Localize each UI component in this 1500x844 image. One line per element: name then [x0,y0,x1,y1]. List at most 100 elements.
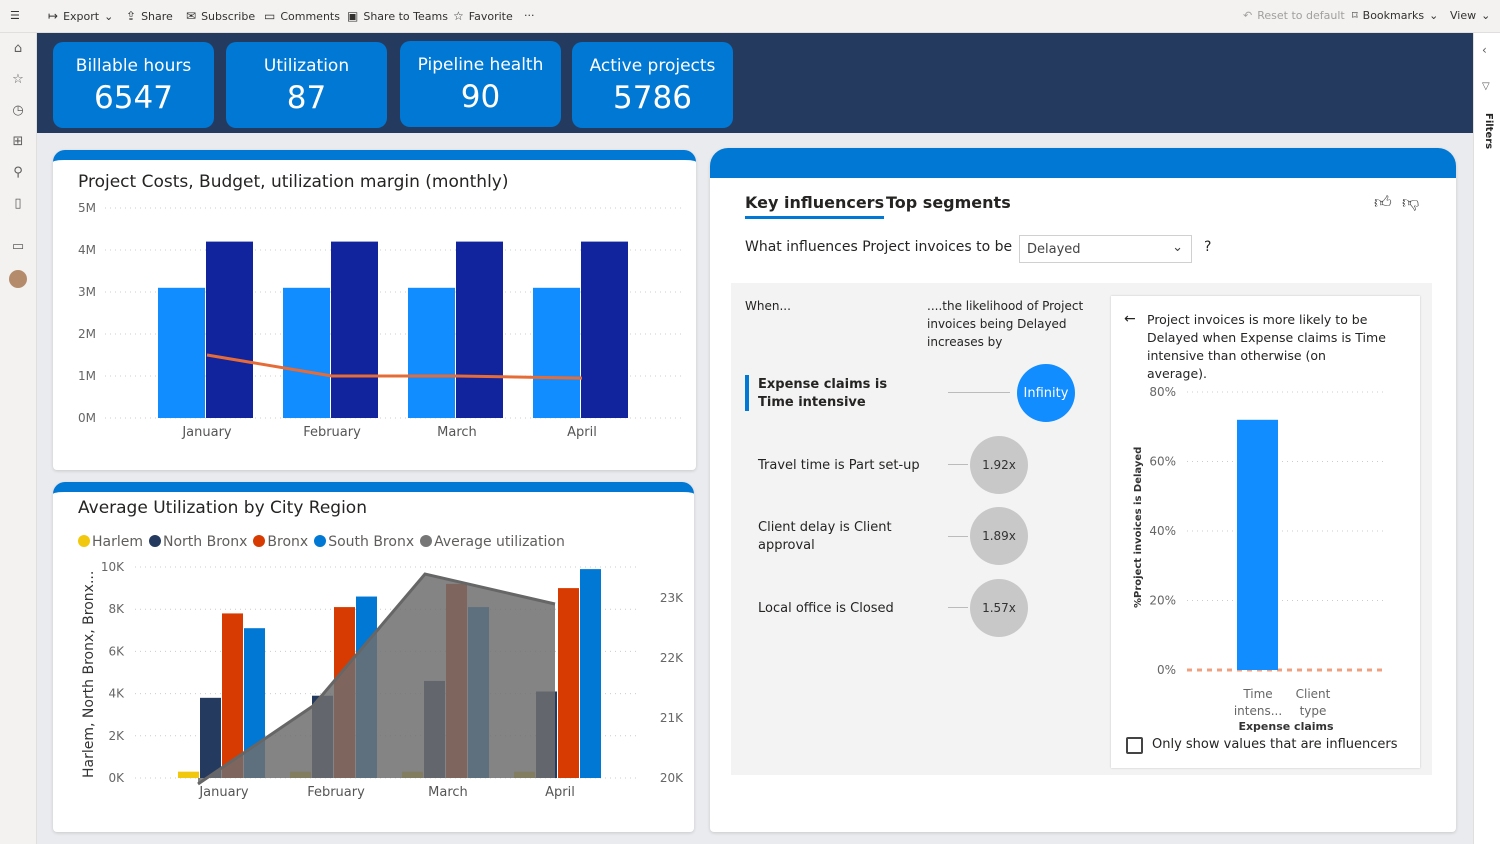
detail-description: Project invoices is more likely to be De… [1147,312,1386,381]
avatar[interactable] [9,270,27,288]
bar-cost [456,241,503,418]
menu-icon[interactable]: ☰ [10,9,20,22]
arrow-connector [948,536,968,537]
mail-icon: ✉ [186,9,197,23]
influencer-row-label[interactable]: Local office is Closed [758,601,894,616]
bookmarks-button[interactable]: ⌑ Bookmarks ⌄ [1352,9,1438,22]
kpi-title: Billable hours [75,56,192,76]
learn-icon[interactable]: ▯ [14,196,22,211]
bar-budget [158,287,205,418]
legend-label: South Bronx [328,534,415,550]
arrow-connector [948,464,968,465]
y2-tick-label: 20K [660,771,684,785]
clock-icon[interactable]: ◷ [12,103,24,118]
kpi-value: 6547 [94,80,173,116]
x-tick-label: type [1300,704,1327,718]
legend-item[interactable]: Average utilization [420,534,565,550]
reset-button[interactable]: ↶ Reset to default [1243,9,1345,22]
shared-icon[interactable]: ⚲ [13,165,23,180]
home-icon[interactable]: ⌂ [13,41,23,56]
bar-cost [581,241,628,418]
thumbs-down-icon[interactable]: 👎︎ [1402,193,1420,213]
influencers-only-checkbox[interactable] [1126,737,1143,754]
influencer-value-bubble[interactable]: 1.57x [970,579,1028,637]
x-tick-label: January [181,425,232,440]
average-utilization-line [197,572,556,786]
y-tick-label: 40% [1149,524,1176,538]
kpi-value: 90 [460,79,501,115]
legend-marker [149,535,162,547]
filters-pane[interactable]: ‹ ▽ Filters [1473,33,1500,844]
bookmark-icon: ⌑ [1352,9,1358,22]
chevron-down-icon: ⌄ [1481,9,1491,22]
influencer-row-label[interactable]: Expense claims is Time intensive [758,377,888,410]
influencer-value-bubble[interactable]: 1.89x [970,507,1028,565]
influencer-row-label[interactable]: Client delay is Client approval [758,520,892,553]
y-axis-label: Harlem, North Bronx, Bronx... [81,571,97,778]
checkbox-label: Only show values that are influencers [1152,737,1398,752]
apps-icon[interactable]: ⊞ [12,134,24,149]
view-button[interactable]: View ⌄ [1450,9,1490,22]
x-tick-label: Time [1242,687,1272,701]
workspaces-icon[interactable]: ▭ [11,239,25,254]
teams-icon: ▣ [347,9,359,23]
subscribe-button[interactable]: ✉ Subscribe [186,9,255,23]
y-tick-label: 8K [108,602,125,616]
x-tick-label: April [567,425,597,440]
legend-item[interactable]: North Bronx [149,534,247,550]
influencer-value-bubble[interactable]: Infinity [1017,364,1075,422]
y-tick-label: 80% [1149,385,1176,399]
y-tick-label: 4K [108,687,125,701]
help-icon[interactable]: ? [1204,239,1212,255]
thumbs-up-icon[interactable]: 👍︎ [1374,193,1392,213]
share-button[interactable]: ⇪ Share [126,9,173,23]
tab-key-influencers[interactable]: Key influencers [745,193,885,219]
chevron-down-icon: ⌄ [104,9,114,23]
bar-harlem [178,771,199,778]
y-tick-label: 0M [78,411,96,425]
export-button[interactable]: ↦ Export ⌄ [48,9,113,23]
export-label: Export [63,9,100,23]
share-teams-button[interactable]: ▣ Share to Teams [347,9,448,23]
y-axis-label: %Project invoices is Delayed [1133,447,1144,608]
legend-item[interactable]: Bronx [253,534,308,550]
x-tick-label: March [437,425,477,440]
legend-marker [420,535,433,547]
y-tick-label: 4M [78,243,96,257]
influencer-row-label[interactable]: Travel time is Part set-up [758,458,920,473]
share-label: Share [141,9,173,23]
influencer-value-bubble[interactable]: 1.92x [970,436,1028,494]
when-header: When... [745,299,791,313]
bar-cost [206,241,253,418]
arrow-connector [948,607,968,608]
legend-label: Average utilization [434,534,565,550]
legend-item[interactable]: Harlem [78,534,143,550]
comments-button[interactable]: ▭ Comments [264,9,340,23]
kpi-title: Utilization [263,56,350,76]
y-tick-label: 10K [101,560,125,574]
chevron-down-icon: ⌄ [1172,240,1183,255]
y2-tick-label: 23K [660,591,684,605]
tab-top-segments[interactable]: Top segments [886,193,1011,212]
kpi-title: Active projects [589,56,716,76]
star-icon[interactable]: ☆ [12,72,24,87]
target-dropdown[interactable]: Delayed ⌄ [1019,235,1192,263]
chevron-left-icon[interactable]: ‹ [1482,43,1487,57]
legend-label: Bronx [267,534,309,550]
legend-item[interactable]: South Bronx [314,534,414,550]
comments-label: Comments [280,9,340,23]
back-arrow-icon[interactable]: ← [1124,311,1136,327]
y2-tick-label: 22K [660,651,684,665]
utilization-chart: 0K 2K 4K 6K 8K 10K 20K 21K 22K 23K Harlem, North B… [81,560,684,800]
bar-north-bronx [200,697,221,778]
kpi-pipeline-health: Pipeline health 90 [400,41,561,127]
bookmarks-label: Bookmarks [1362,9,1425,22]
legend-marker [314,535,327,547]
y-tick-label: 2M [78,327,96,341]
more-button[interactable]: ··· [524,9,535,22]
bar-cost [331,241,378,418]
kpi-value: 87 [286,80,327,116]
legend-marker [78,535,90,547]
x-tick-label: January [198,785,249,800]
favorite-button[interactable]: ☆ Favorite [453,9,513,23]
